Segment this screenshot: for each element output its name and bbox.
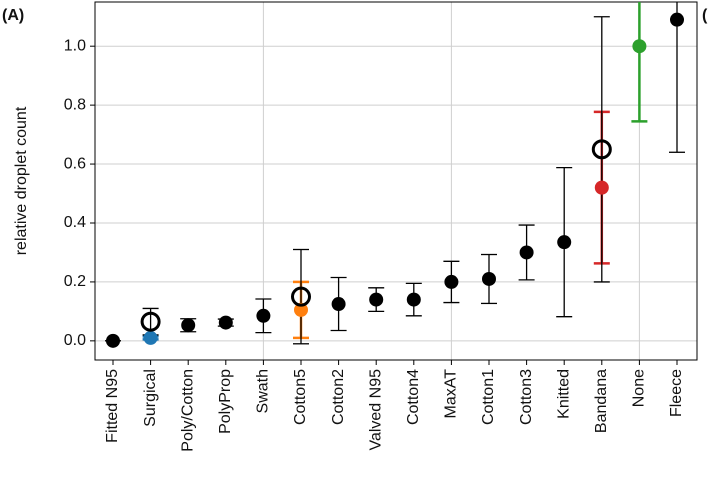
open-point [291,286,311,307]
x-tick-label: PolyProp [217,369,234,434]
x-tick-label: Knitted [555,369,572,419]
point [670,12,684,27]
point [557,235,572,250]
point [143,330,158,345]
point [482,271,496,286]
y-axis-label: relative droplet count [13,106,30,255]
x-tick-label: Cotton4 [405,369,422,425]
y-tick-label: 1.0 [64,37,86,54]
y-tick-label: 0.4 [64,214,86,231]
x-tick-label: Valved N95 [367,369,384,451]
error-bar [631,2,648,123]
y-tick-label: 0.8 [64,96,86,113]
point [106,333,120,348]
x-tick-label: Swath [255,369,272,413]
y-tick-label: 0.6 [64,155,86,172]
x-tick-label: Cotton2 [330,369,347,425]
x-tick-label: MaxAT [443,369,460,419]
x-tick-label: Bandana [593,369,610,433]
point [294,302,308,317]
point [369,292,384,307]
x-tick-label: Fleece [668,369,685,417]
panel-label: (A) [2,7,24,24]
point [218,315,233,330]
point [594,180,609,195]
next-panel-label: ( [702,7,708,24]
y-tick-label: 0.0 [64,332,86,349]
open-point [140,311,161,332]
open-point [591,139,612,160]
point [406,292,421,307]
error-bar [293,248,309,345]
x-tick-label: Surgical [142,369,159,427]
point [181,318,196,333]
plot-frame [94,1,698,361]
x-tick-label: Cotton5 [292,369,309,425]
point [256,308,271,323]
plot-area [105,2,685,348]
x-tick-label: Cotton1 [480,369,497,425]
x-tick-label: Fitted N95 [104,369,121,443]
x-tick-label: Cotton3 [518,369,535,425]
y-tick-label: 0.2 [64,273,86,290]
point [444,274,459,289]
x-tick-label: Poly/Cotton [179,369,196,452]
error-bar [593,16,610,283]
point [331,297,346,312]
x-tick-label: None [631,369,648,407]
point [519,245,534,260]
point [632,39,647,54]
